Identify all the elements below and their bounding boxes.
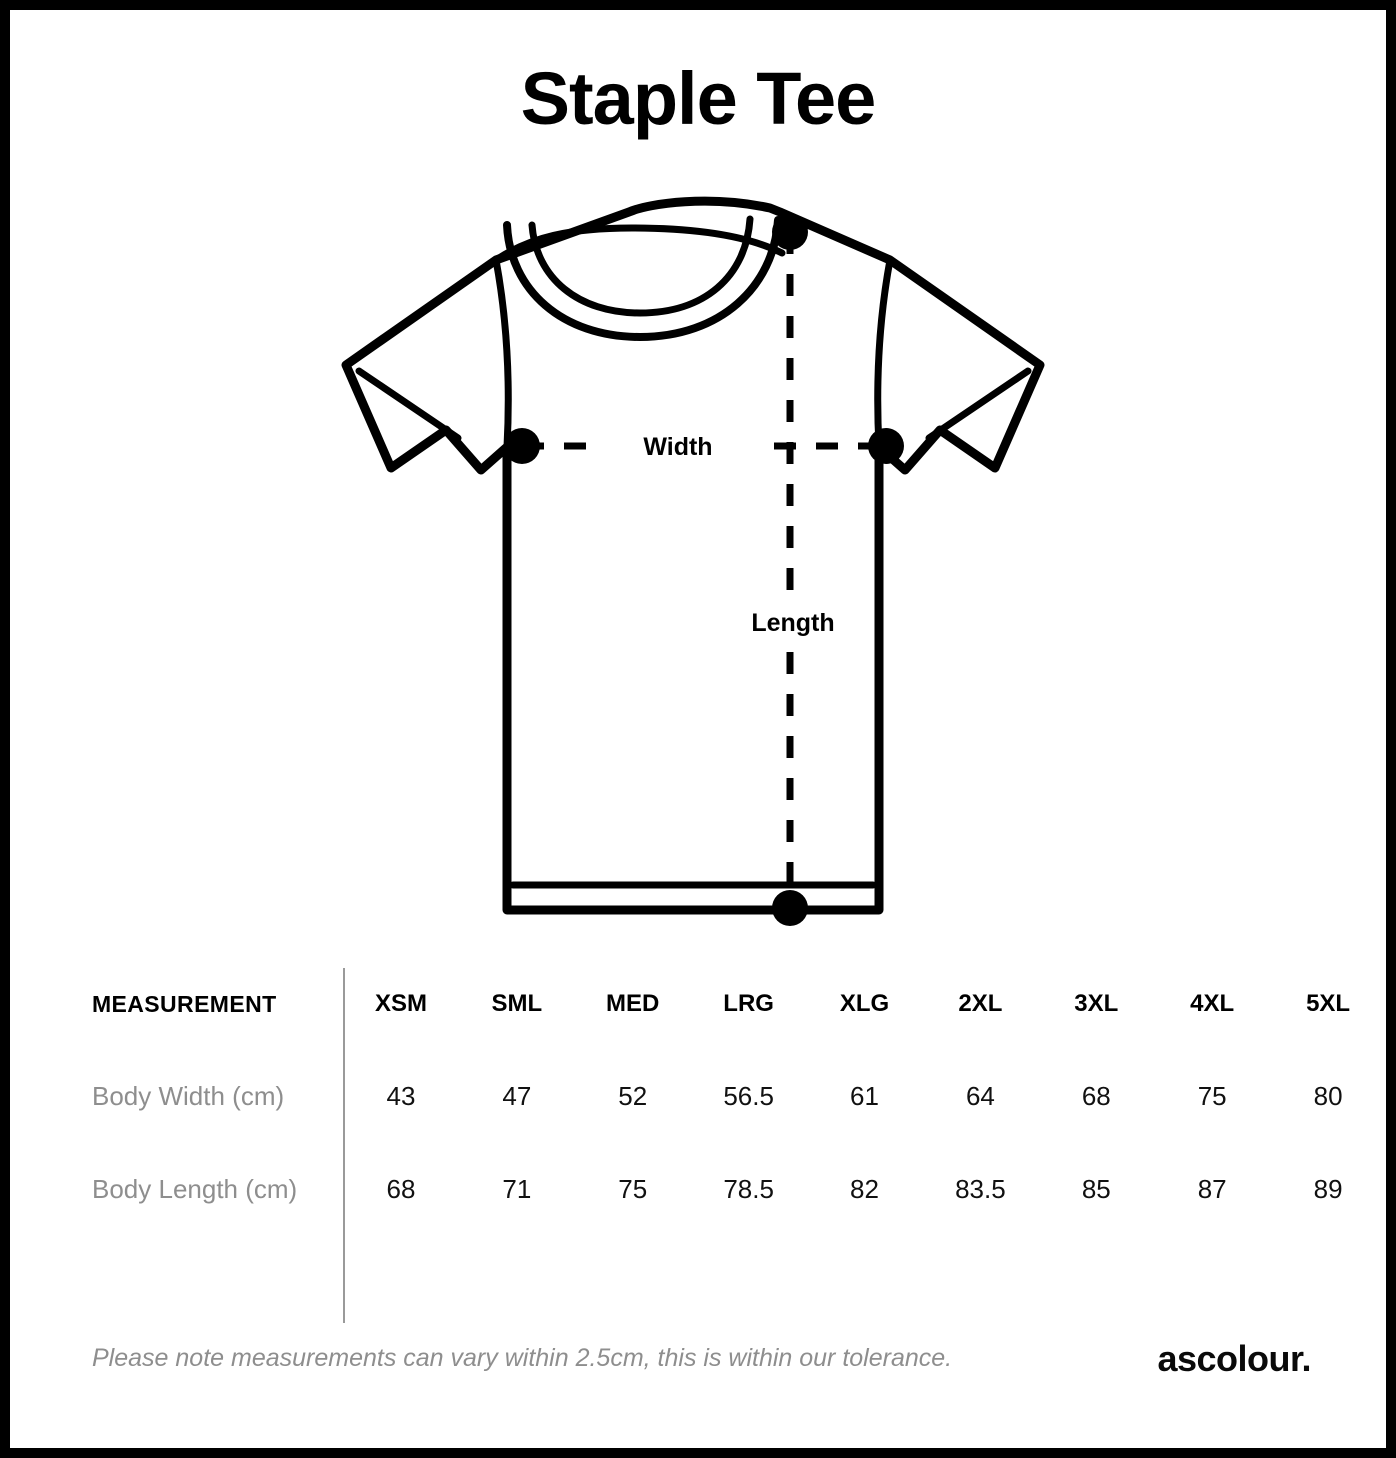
cell-body-width-med: 52 [618, 1081, 648, 1111]
tshirt-measurement-diagram: Width Length [10, 185, 1386, 945]
cell-body-width-sml: 47 [502, 1081, 532, 1111]
cell-body-length-lrg: 78.5 [723, 1174, 774, 1204]
cell-body-width-2xl: 64 [965, 1081, 995, 1111]
armhole-seams [492, 256, 894, 451]
width-label: Width [643, 433, 712, 461]
collar-ribbing [492, 215, 786, 342]
column-header-4xl: 4XL [1190, 990, 1235, 1017]
page-title: Staple Tee [520, 57, 877, 140]
column-header-xsm: XSM [374, 990, 427, 1017]
table-header-row: MEASUREMENT XSM SML MED LRG XLG 2XL 3XL … [10, 958, 1386, 1050]
cell-body-length-med: 75 [618, 1174, 648, 1204]
column-header-xlg: XLG [839, 990, 890, 1017]
cell-body-length-4xl: 87 [1197, 1174, 1227, 1204]
cell-body-width-xsm: 43 [386, 1081, 416, 1111]
cell-body-width-5xl: 80 [1313, 1081, 1343, 1111]
width-right-marker-dot [868, 428, 904, 464]
size-table: MEASUREMENT XSM SML MED LRG XLG 2XL 3XL … [10, 958, 1386, 1328]
length-top-marker-dot [772, 214, 808, 250]
column-header-measurement: MEASUREMENT [92, 990, 277, 1017]
row-label-body-width: Body Width (cm) [92, 1081, 285, 1111]
footer: Please note measurements can vary within… [10, 1332, 1386, 1402]
width-label-backdrop [588, 423, 768, 469]
length-label-backdrop [720, 597, 866, 645]
column-header-med: MED [606, 990, 660, 1017]
table-row: Body Width (cm) 43 47 52 56.5 61 64 68 7… [10, 1050, 1386, 1143]
width-left-marker-dot [504, 428, 540, 464]
cell-body-width-lrg: 56.5 [723, 1081, 774, 1111]
column-header-lrg: LRG [723, 990, 774, 1017]
column-header-3xl: 3XL [1074, 990, 1119, 1017]
cell-body-width-xlg: 61 [850, 1081, 879, 1111]
cell-body-length-3xl: 85 [1081, 1174, 1111, 1204]
tolerance-note: Please note measurements can vary within… [92, 1344, 953, 1372]
ascolour-logo: ascolour. [1157, 1338, 1311, 1379]
length-label: Length [751, 609, 834, 637]
chart-canvas: Staple Tee [10, 10, 1386, 1448]
row-label-body-length: Body Length (cm) [92, 1174, 298, 1204]
length-bottom-marker-dot [772, 890, 808, 926]
cell-body-length-2xl: 83.5 [955, 1174, 1006, 1204]
table-row: Body Length (cm) 68 71 75 78.5 82 83.5 8… [10, 1143, 1386, 1236]
cell-body-length-xsm: 68 [386, 1174, 416, 1204]
table-vertical-divider [343, 968, 345, 1323]
tshirt-outline [341, 196, 1045, 915]
sleeve-cuff-lines [355, 367, 1032, 442]
cell-body-width-3xl: 68 [1081, 1081, 1111, 1111]
column-header-5xl: 5XL [1306, 990, 1351, 1017]
cell-body-width-4xl: 75 [1197, 1081, 1227, 1111]
column-header-sml: SML [491, 990, 543, 1017]
column-header-2xl: 2XL [958, 990, 1003, 1017]
cell-body-length-sml: 71 [502, 1174, 532, 1204]
cell-body-length-5xl: 89 [1313, 1174, 1343, 1204]
cell-body-length-xlg: 82 [850, 1174, 879, 1204]
